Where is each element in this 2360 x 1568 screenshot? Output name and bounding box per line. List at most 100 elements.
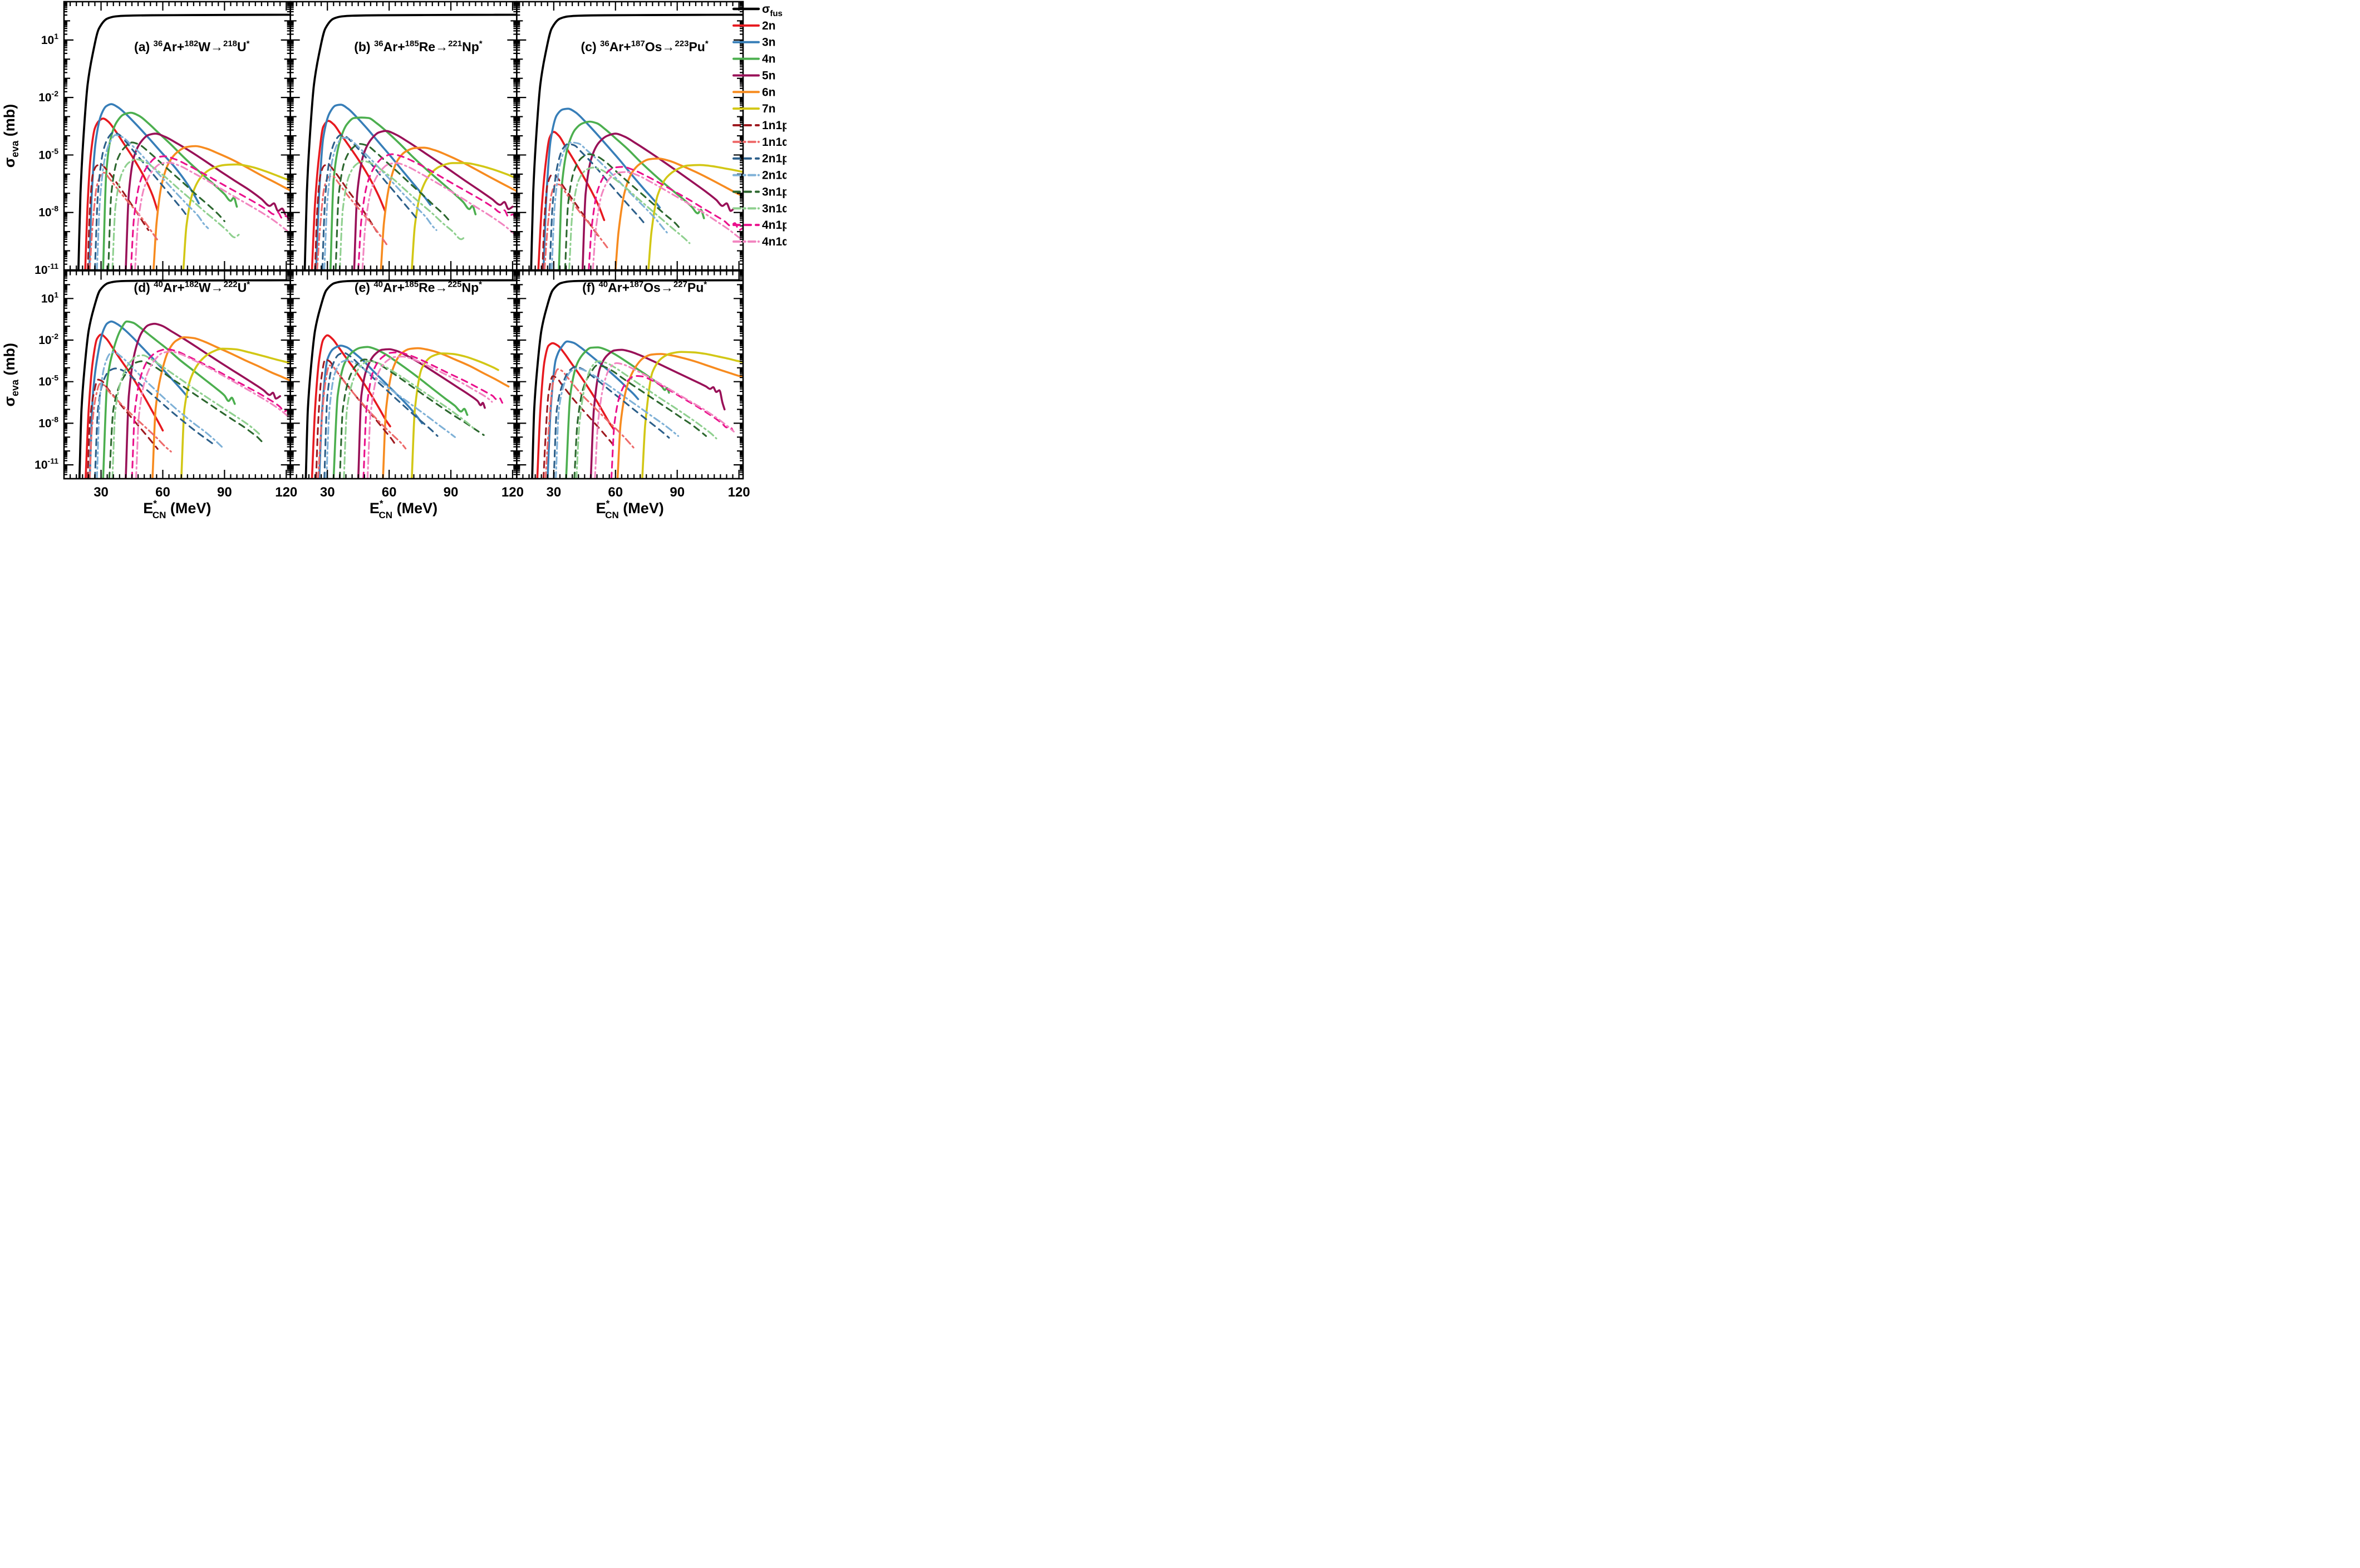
curves-a xyxy=(77,13,291,270)
series-1n1a-a xyxy=(88,171,160,270)
series-1n1a-d xyxy=(88,383,172,479)
y-tick-label-10e-8-row0: 10-8 xyxy=(38,204,58,219)
series-3n1a-e xyxy=(343,360,476,479)
figure: 101 10-2 10-5 10-8 10-11 (a) 36Ar+182W→218U* (… xyxy=(0,0,786,523)
x-axis-title-col1: E* CN (MeV) xyxy=(370,498,437,520)
series-4n1p-c xyxy=(588,166,743,270)
series-6n-b xyxy=(380,146,517,270)
series-3n1a-d xyxy=(111,354,262,479)
series-7n-d xyxy=(180,347,291,479)
y-tick-label-10e1-row1: 101 xyxy=(41,290,58,305)
legend-label-3n1p: 3n1p xyxy=(762,185,786,198)
series-7n-a xyxy=(182,163,291,270)
series-fus-d xyxy=(78,279,291,479)
legend-label-1n1p: 1n1p xyxy=(762,119,786,132)
series-3n-c xyxy=(542,107,661,270)
panel-a: 101 10-2 10-5 10-8 10-11 (a) 36Ar+182W→218U* xyxy=(35,1,291,277)
y-tick-label-10e1-row0: 101 xyxy=(41,32,58,47)
legend-label-2n: 2n xyxy=(762,19,776,32)
series-5n-b xyxy=(353,130,514,270)
series-fus-f xyxy=(531,279,743,479)
series-3n-d xyxy=(88,320,189,479)
series-4n1p-f xyxy=(610,375,734,479)
series-2n1a-a xyxy=(96,134,209,270)
y-tick-label-10e-11-row0: 10-11 xyxy=(35,262,58,277)
series-7n-f xyxy=(641,351,743,479)
x-axis-title-col0: E* CN (MeV) xyxy=(143,498,211,520)
series-2n-b xyxy=(311,120,386,270)
legend-label-2n1p: 2n1p xyxy=(762,153,786,165)
legend-label-3n: 3n xyxy=(762,36,776,49)
x-tick-label-90-col2: 90 xyxy=(670,485,685,500)
series-3n1a-c xyxy=(568,166,691,270)
y-tick-label-10e-2-row1: 10-2 xyxy=(38,332,58,347)
legend-label-2n1a: 2n1α xyxy=(762,169,786,182)
series-3n1p-e xyxy=(338,358,485,479)
series-3n1p-d xyxy=(108,360,263,479)
series-2n1a-c xyxy=(550,141,668,270)
panel-title-e: (e) 40Ar+185Re→225Np* xyxy=(355,280,482,295)
series-2n-c xyxy=(537,131,606,270)
series-7n-c xyxy=(647,164,743,270)
y-tick-label-10e-2-row0: 10-2 xyxy=(38,89,58,104)
panel-c: (c) 36Ar+187Os→223Pu* xyxy=(516,1,744,271)
series-2n1a-f xyxy=(555,367,680,479)
x-tick-label-90-col0: 90 xyxy=(217,485,232,500)
x-tick-label-120-col0: 120 xyxy=(275,485,297,500)
panel-title-f: (f) 40Ar+187Os→227Pu* xyxy=(582,280,707,295)
series-2n1p-f xyxy=(553,366,670,479)
series-1n1a-e xyxy=(317,364,407,479)
series-5n-a xyxy=(125,132,287,270)
curves-e xyxy=(304,279,517,479)
y-tick-label-10e-11-row1: 10-11 xyxy=(35,456,58,471)
series-2n-a xyxy=(84,117,159,270)
panel-d: 101 10-2 10-5 10-8 10-11 30 60 90 120 (d) 40Ar+18… xyxy=(35,270,297,500)
series-1n1a-f xyxy=(544,368,635,479)
series-3n1a-f xyxy=(576,360,717,479)
legend-item-3n1a: 3n1α xyxy=(732,202,786,215)
legend-item-1n1p: 1n1p xyxy=(732,119,786,132)
series-3n-b xyxy=(315,104,431,270)
series-fus-a xyxy=(77,13,291,270)
series-4n1p-d xyxy=(131,348,291,479)
series-4n1a-d xyxy=(135,350,291,479)
series-2n1p-c xyxy=(548,142,647,270)
curves-d xyxy=(78,279,291,479)
x-tick-label-60-col1: 60 xyxy=(382,485,397,500)
series-5n-f xyxy=(589,348,726,479)
series-fus-c xyxy=(530,13,743,270)
legend-label-3n1a: 3n1α xyxy=(762,202,786,215)
panel-title-a: (a) 36Ar+182W→218U* xyxy=(134,39,250,54)
curves-c xyxy=(530,13,743,270)
series-2n1p-d xyxy=(94,367,215,479)
legend-label-1n1a: 1n1α xyxy=(762,136,786,149)
ticks-f xyxy=(517,271,743,480)
series-5n-c xyxy=(581,132,735,270)
series-4n1a-b xyxy=(361,162,517,270)
legend-item-2n1p: 2n1p xyxy=(732,153,786,165)
series-3n1a-a xyxy=(111,158,240,270)
series-4n-d xyxy=(102,320,236,479)
chart-svg: 101 10-2 10-5 10-8 10-11 (a) 36Ar+182W→218U* (… xyxy=(1,1,786,520)
series-6n-e xyxy=(382,347,510,479)
series-3n1p-b xyxy=(335,142,452,270)
legend-item-3n1p: 3n1p xyxy=(732,185,786,198)
legend-label-7n: 7n xyxy=(762,102,776,115)
panel-border-c xyxy=(516,1,744,271)
panel-title-d: (d) 40Ar+182W→222U* xyxy=(134,280,250,295)
series-4n1a-c xyxy=(592,171,743,270)
y-axis-title-row1: σeva (mb) xyxy=(1,343,21,407)
legend-item-4n1p: 4n1p xyxy=(732,219,786,232)
legend-item-1n1a: 1n1α xyxy=(732,136,786,149)
legend-label-4n: 4n xyxy=(762,53,776,66)
series-2n-f xyxy=(536,342,614,479)
series-4n1p-e xyxy=(362,351,503,479)
series-2n1p-a xyxy=(94,131,189,270)
x-tick-label-120-col1: 120 xyxy=(502,485,524,500)
series-2n1a-b xyxy=(323,136,437,270)
curves-f xyxy=(531,279,743,479)
legend-item-7n: 7n xyxy=(732,102,776,115)
series-2n1a-e xyxy=(325,359,456,479)
series-4n1p-a xyxy=(130,155,291,270)
